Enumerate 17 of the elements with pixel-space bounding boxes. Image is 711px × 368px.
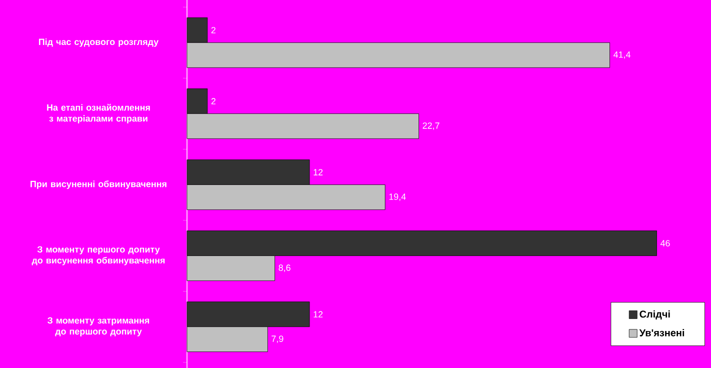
data-label: 2 bbox=[211, 98, 216, 104]
data-label: 8,6 bbox=[278, 264, 290, 272]
legend-label: Слідчі bbox=[640, 310, 670, 320]
y-tick-label: З моменту першого допиту до висунення обвинувачення bbox=[32, 246, 165, 266]
data-label: 41,4 bbox=[613, 51, 630, 59]
y-tick-label: На етапі ознайомлення з матеріалами справи bbox=[47, 104, 150, 124]
legend-label: Ув'язнені bbox=[639, 329, 684, 336]
data-label: 19,4 bbox=[389, 194, 406, 201]
data-label: 7,9 bbox=[272, 336, 284, 343]
y-tick-label: З моменту затримання до першого допиту bbox=[47, 317, 150, 336]
data-label: 22,7 bbox=[422, 122, 440, 130]
y-tick-label: Під час судового розгляду bbox=[38, 38, 159, 47]
data-label: 12 bbox=[314, 311, 323, 318]
data-label: 46 bbox=[660, 240, 670, 246]
y-tick-label: При висуненні обвинувачення bbox=[30, 180, 166, 189]
data-label: 12 bbox=[314, 169, 323, 176]
data-label: 2 bbox=[211, 26, 216, 34]
